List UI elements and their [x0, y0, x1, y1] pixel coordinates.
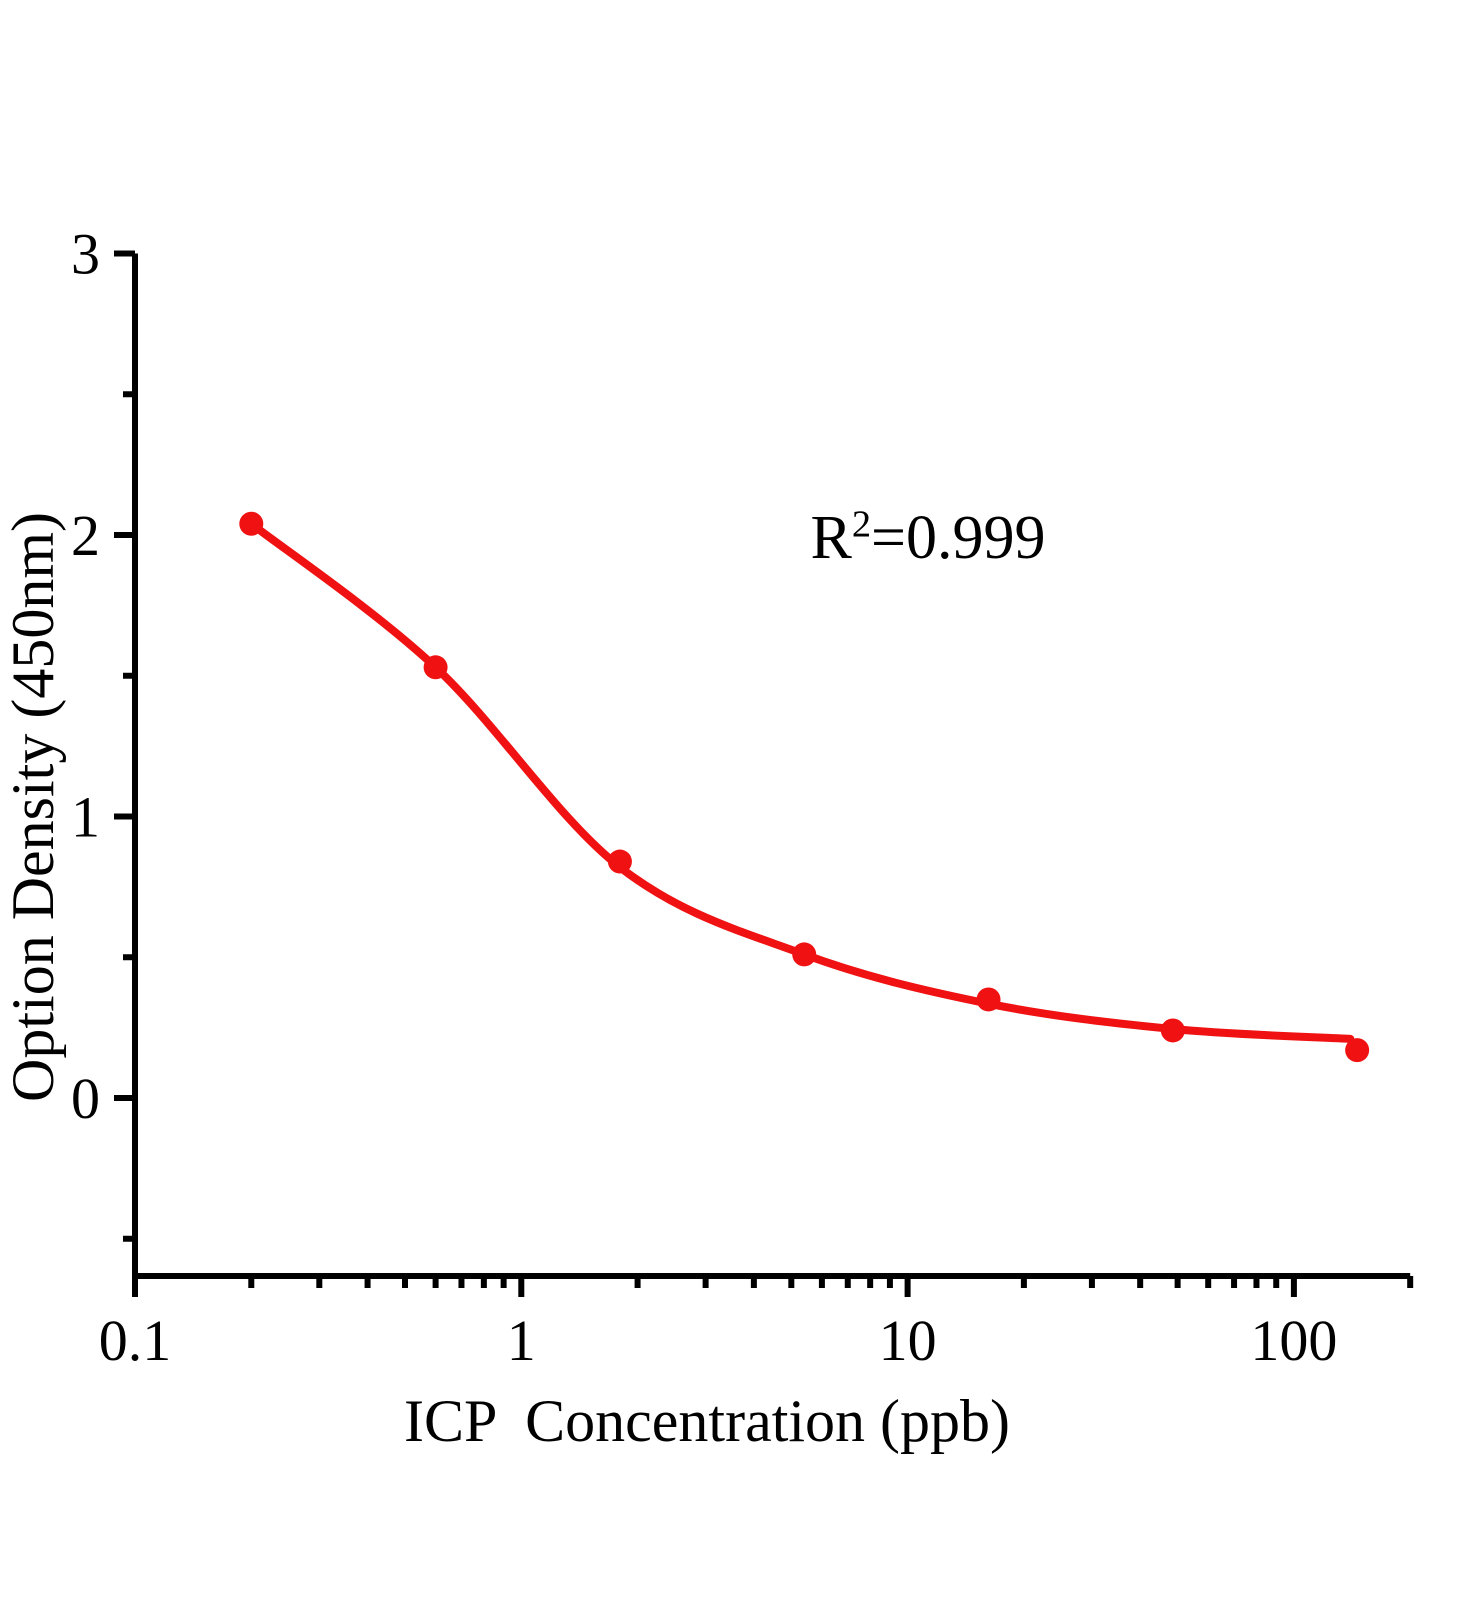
r-squared-exponent: 2: [851, 503, 872, 546]
y-tick-label: 2: [71, 503, 100, 568]
y-tick-label: 0: [71, 1066, 100, 1131]
data-point-marker: [423, 655, 448, 680]
y-tick-label: 1: [71, 785, 100, 850]
x-tick-label: 10: [879, 1308, 937, 1373]
y-tick-label: 3: [71, 222, 100, 287]
axes-spine: [132, 253, 1411, 1279]
data-point-marker: [976, 987, 1001, 1012]
y-axis-title: Option Density (450nm): [0, 512, 66, 1102]
x-tick-label: 0.1: [99, 1308, 172, 1373]
data-point-marker: [607, 849, 632, 874]
data-point-marker: [792, 942, 817, 967]
data-point-marker: [1345, 1038, 1370, 1063]
data-point-marker: [239, 511, 264, 536]
x-axis-title: ICP Concentration (ppb): [403, 1388, 1011, 1454]
data-point-marker: [1160, 1018, 1185, 1043]
r-squared-value: =0.999: [871, 504, 1046, 572]
x-tick-label: 1: [507, 1308, 536, 1373]
x-tick-label: 100: [1250, 1308, 1337, 1373]
r-squared-annotation: R2=0.999: [810, 504, 1046, 572]
r-squared-base: R: [810, 504, 852, 572]
